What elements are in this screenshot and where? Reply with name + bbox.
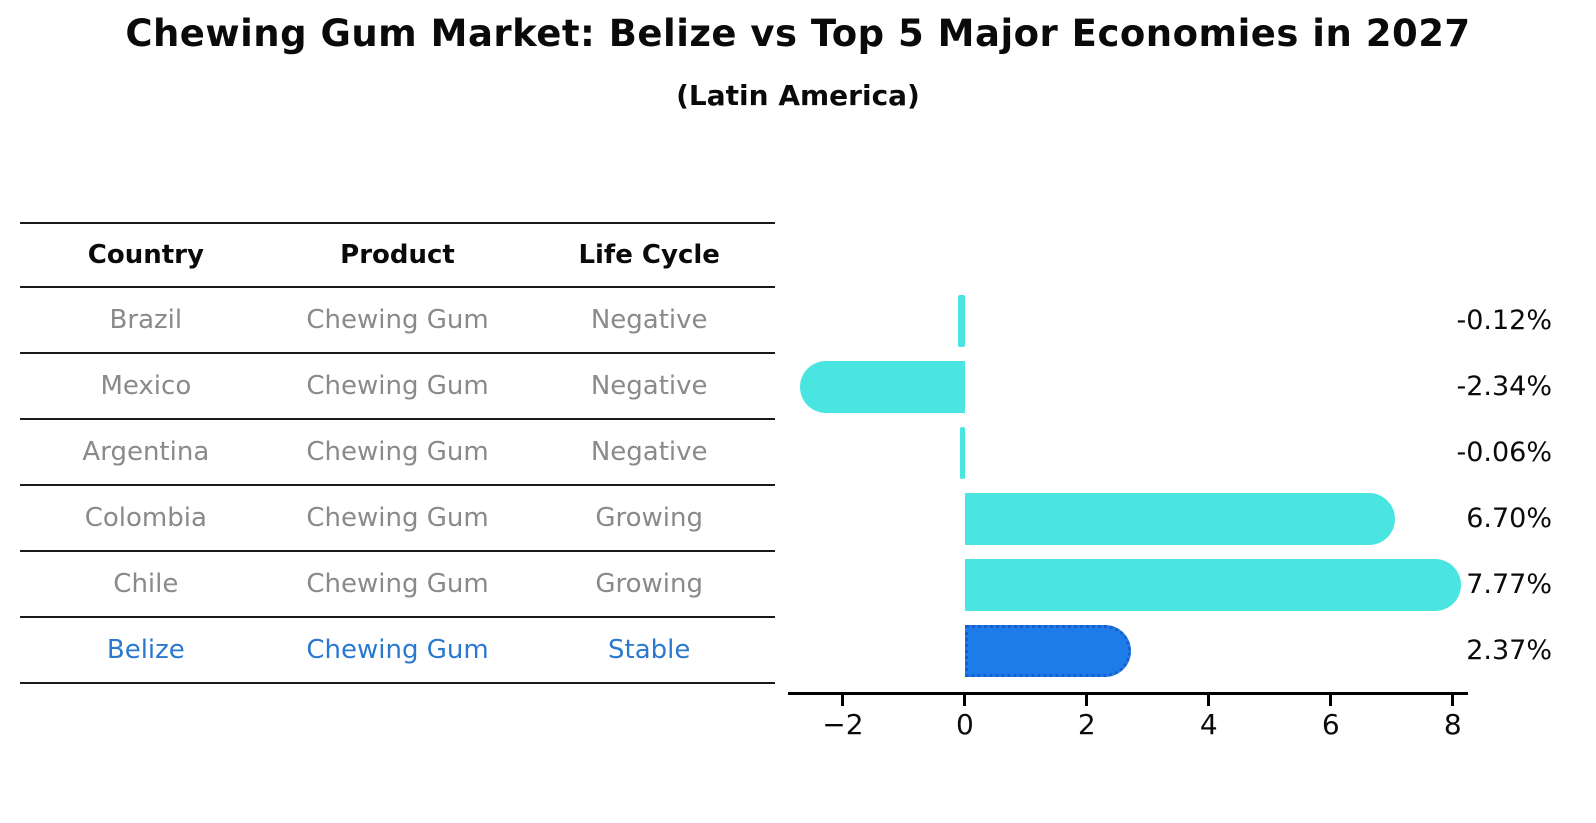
bar-value-label-colombia: 6.70%	[1466, 503, 1552, 534]
x-axis-tick-label: 6	[1321, 708, 1340, 741]
table-cell-product: Chewing Gum	[306, 635, 489, 665]
x-axis-line	[788, 692, 1468, 695]
x-axis-tick	[1329, 695, 1333, 706]
table-cell-country: Argentina	[82, 437, 210, 467]
table-cell-country: Chile	[113, 569, 179, 599]
table-row-brazil: Brazil Chewing Gum Negative	[20, 288, 775, 354]
table-body: Brazil Chewing Gum Negative Mexico Chewing G…	[20, 288, 775, 684]
bar-brazil	[957, 295, 965, 347]
table-row-chile: Chile Chewing Gum Growing	[20, 552, 775, 618]
chart-title: Chewing Gum Market: Belize vs Top 5 Majo…	[125, 12, 1471, 55]
x-axis-tick-label: 8	[1443, 708, 1462, 741]
table-cell-country: Brazil	[109, 305, 183, 335]
bar-colombia	[964, 493, 1396, 545]
bar-argentina	[959, 427, 965, 479]
x-axis-tick	[1451, 695, 1455, 706]
bar-mexico	[800, 361, 965, 413]
header-cell-country: Country	[87, 240, 204, 270]
x-axis-tick-label: 4	[1199, 708, 1218, 741]
table-row-belize: Belize Chewing Gum Stable	[20, 618, 775, 684]
bar-value-label-brazil: -0.12%	[1456, 305, 1552, 336]
country-table: Country Product Life Cycle Brazil Chewing G…	[20, 222, 775, 684]
x-axis-tick-label: 2	[1077, 708, 1096, 741]
table-cell-product: Chewing Gum	[306, 371, 489, 401]
bar-belize	[964, 625, 1132, 677]
chart-subtitle: (Latin America)	[676, 79, 920, 112]
table-row-argentina: Argentina Chewing Gum Negative	[20, 420, 775, 486]
table-cell-life-cycle: Negative	[590, 305, 708, 335]
table-cell-product: Chewing Gum	[306, 437, 489, 467]
bar-chile	[964, 559, 1461, 611]
x-axis-tick	[841, 695, 845, 706]
bar-value-label-belize: 2.37%	[1466, 635, 1552, 666]
x-axis-tick	[963, 695, 967, 706]
x-axis-tick-label: 0	[955, 708, 974, 741]
bar-value-label-argentina: -0.06%	[1456, 437, 1552, 468]
table-cell-life-cycle: Negative	[590, 437, 708, 467]
bar-value-label-mexico: -2.34%	[1456, 371, 1552, 402]
x-axis-tick	[1085, 695, 1089, 706]
table-header-row: Country Product Life Cycle	[20, 222, 775, 288]
table-cell-life-cycle: Negative	[590, 371, 708, 401]
table-cell-life-cycle: Growing	[595, 569, 703, 599]
table-row-mexico: Mexico Chewing Gum Negative	[20, 354, 775, 420]
table-cell-life-cycle: Stable	[608, 635, 691, 665]
header-cell-product: Product	[340, 240, 455, 270]
table-row-colombia: Colombia Chewing Gum Growing	[20, 486, 775, 552]
table-cell-product: Chewing Gum	[306, 305, 489, 335]
x-axis-tick	[1207, 695, 1211, 706]
header-cell-life-cycle: Life Cycle	[578, 240, 720, 270]
bar-value-label-chile: 7.77%	[1466, 569, 1552, 600]
table-cell-product: Chewing Gum	[306, 503, 489, 533]
table-cell-country: Colombia	[84, 503, 207, 533]
x-axis-tick-label: −2	[822, 708, 864, 741]
table-cell-country: Belize	[106, 635, 185, 665]
table-cell-country: Mexico	[100, 371, 192, 401]
table-cell-product: Chewing Gum	[306, 569, 489, 599]
table-cell-life-cycle: Growing	[595, 503, 703, 533]
